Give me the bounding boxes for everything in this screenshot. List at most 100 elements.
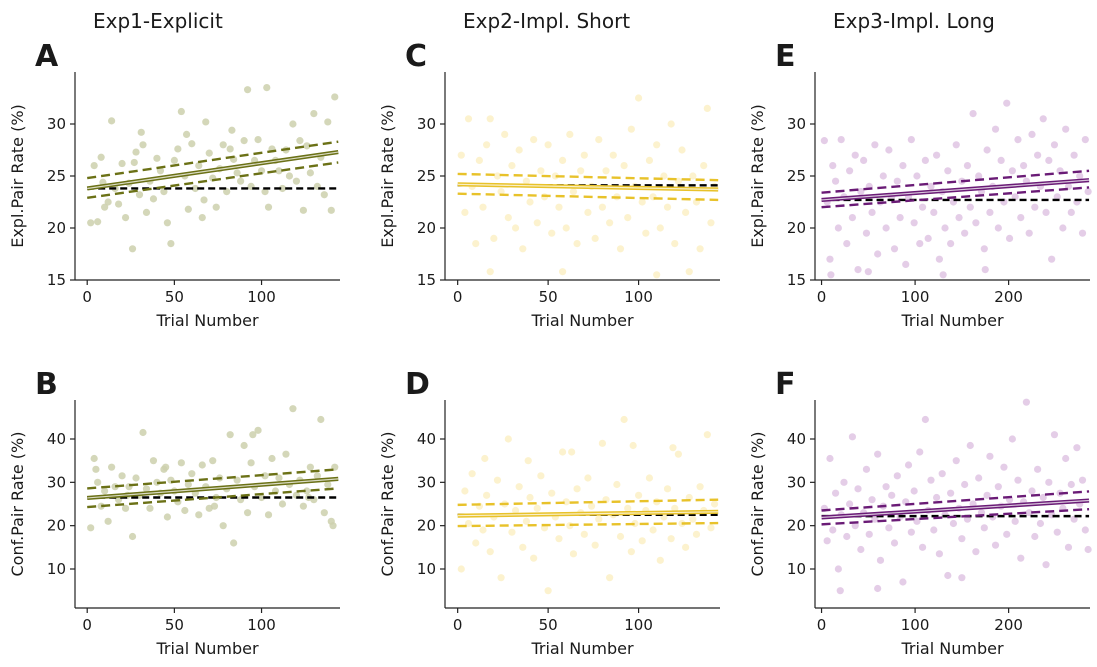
- data-point: [104, 198, 112, 206]
- x-axis-label: Trial Number: [155, 639, 258, 658]
- data-point: [212, 203, 220, 211]
- data-point: [663, 203, 672, 211]
- data-point: [146, 504, 154, 512]
- y-tick-label: 30: [787, 115, 806, 133]
- data-point: [282, 450, 290, 458]
- data-point: [1014, 476, 1022, 484]
- data-point: [306, 463, 314, 471]
- x-tick-label: 100: [624, 288, 653, 306]
- data-point: [930, 208, 938, 216]
- data-point: [958, 535, 966, 543]
- data-point: [837, 136, 845, 144]
- data-point: [696, 483, 704, 491]
- data-point: [868, 496, 876, 504]
- data-point: [1062, 125, 1070, 133]
- data-point: [949, 519, 958, 528]
- data-point: [275, 474, 283, 482]
- data-point: [671, 504, 679, 512]
- data-point: [537, 472, 545, 480]
- data-point: [584, 474, 592, 482]
- data-point: [537, 167, 545, 175]
- data-point: [497, 574, 505, 582]
- data-point: [94, 478, 102, 486]
- data-point: [707, 219, 715, 227]
- data-point: [862, 465, 871, 473]
- column-title: Exp1-Explicit: [93, 9, 223, 33]
- data-point: [226, 431, 234, 439]
- data-point: [1011, 193, 1019, 201]
- x-tick-label: 0: [82, 616, 92, 634]
- data-point: [317, 415, 325, 424]
- data-point: [87, 524, 95, 532]
- panel-b: B 0 50 100 10 20 30 40 Trial Number Conf.Pair Rat…: [8, 367, 340, 658]
- data-point: [264, 203, 273, 211]
- data-point: [135, 191, 144, 199]
- y-tick-label: 30: [47, 473, 66, 491]
- data-point: [101, 203, 109, 211]
- data-point: [511, 224, 520, 232]
- data-point: [981, 266, 989, 274]
- data-point: [848, 214, 857, 222]
- data-point: [620, 415, 628, 424]
- y-tick-label: 15: [787, 271, 806, 289]
- data-point: [1053, 193, 1061, 201]
- data-point: [306, 169, 314, 177]
- data-point: [854, 266, 862, 274]
- data-point: [530, 136, 538, 144]
- data-point: [935, 255, 944, 263]
- data-point: [682, 543, 690, 551]
- data-point: [1050, 141, 1059, 149]
- data-point: [864, 268, 872, 276]
- data-point: [188, 470, 196, 478]
- data-point: [1036, 519, 1045, 528]
- data-point: [851, 151, 859, 159]
- data-point: [986, 452, 994, 460]
- data-point: [961, 229, 969, 237]
- data-point: [533, 504, 541, 512]
- data-point: [947, 240, 955, 248]
- fit-line-highlight: [821, 179, 1090, 201]
- data-point: [128, 245, 137, 253]
- y-tick-label: 15: [47, 271, 66, 289]
- data-point: [952, 141, 960, 149]
- data-point: [149, 195, 158, 203]
- data-point: [237, 177, 245, 185]
- x-tick-label: 100: [247, 616, 276, 634]
- data-point: [548, 229, 556, 237]
- data-point: [882, 224, 890, 232]
- data-point: [223, 188, 231, 196]
- data-point: [1025, 229, 1033, 237]
- data-point: [1025, 509, 1033, 517]
- data-point: [177, 107, 185, 116]
- data-point: [1042, 561, 1050, 569]
- panel-a: Exp1-Explicit A 0 50 100 15 20 25 30 Trial Number…: [8, 9, 340, 330]
- data-point: [972, 219, 980, 227]
- data-point: [874, 450, 882, 458]
- data-point: [904, 461, 913, 469]
- x-tick-label: 100: [247, 288, 276, 306]
- data-point: [963, 162, 972, 170]
- data-point: [524, 457, 532, 465]
- data-point: [1073, 444, 1081, 452]
- data-point: [544, 587, 552, 595]
- data-point: [483, 491, 491, 499]
- scatter-points: [457, 415, 719, 595]
- data-point: [944, 167, 952, 175]
- data-point: [562, 224, 570, 232]
- data-point: [261, 188, 269, 196]
- data-point: [972, 548, 980, 556]
- data-point: [854, 485, 862, 493]
- data-point: [483, 141, 491, 149]
- data-point: [871, 515, 879, 523]
- data-point: [324, 480, 332, 489]
- y-tick-label: 40: [417, 430, 436, 448]
- y-tick-label: 20: [417, 517, 436, 535]
- data-point: [703, 431, 711, 439]
- data-point: [983, 491, 991, 499]
- ci-upper-line: [87, 140, 339, 180]
- data-point: [587, 502, 596, 510]
- data-point: [848, 433, 857, 441]
- data-point: [656, 224, 664, 232]
- data-point: [663, 485, 672, 493]
- y-tick-label: 20: [47, 517, 66, 535]
